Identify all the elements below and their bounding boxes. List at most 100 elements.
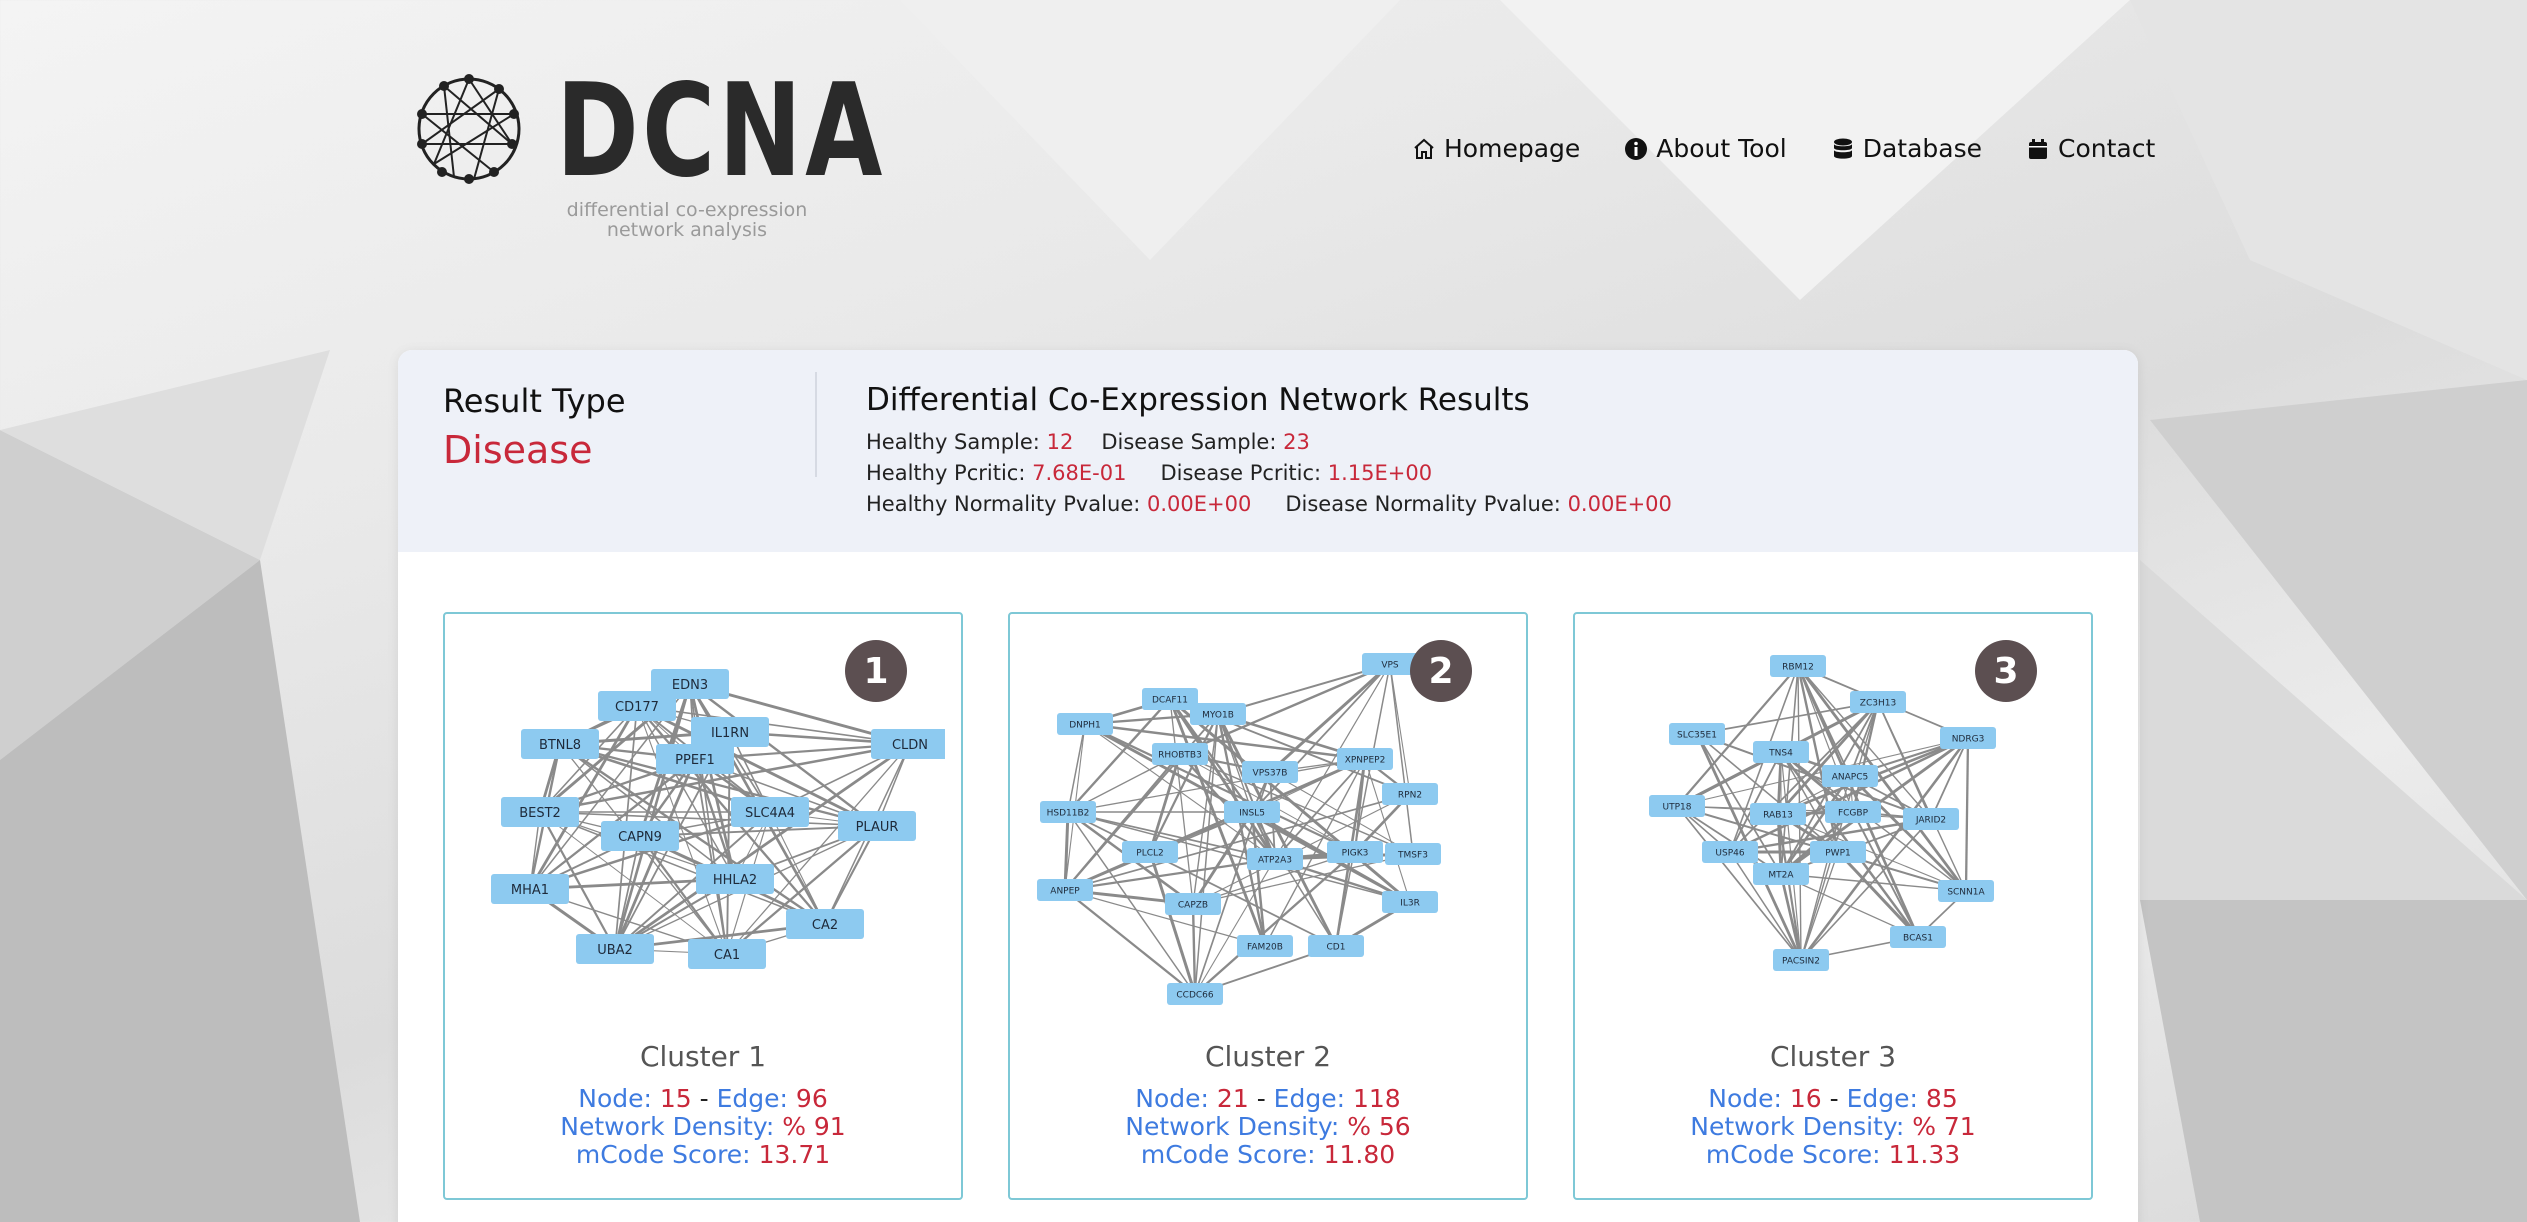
gene-node[interactable]: CA2 [786,909,864,939]
gene-node[interactable]: PIGK3 [1327,841,1383,863]
gene-node-box [656,744,734,774]
gene-node[interactable]: TNS4 [1753,741,1809,763]
gene-node-label: CAPN9 [618,830,662,845]
gene-node-label: PIGK3 [1342,849,1369,859]
healthy-pcritic-value: 7.68E-01 [1032,461,1127,485]
gene-node-label: JARID2 [1915,816,1946,826]
gene-node[interactable]: ZC3H13 [1850,691,1906,713]
gene-node-label: EDN3 [672,678,708,693]
network-edge [1191,811,1254,905]
gene-node[interactable]: UTP18 [1649,795,1705,817]
gene-node[interactable]: RPN2 [1382,783,1438,805]
gene-node[interactable]: MHA1 [491,874,569,904]
nav-about-tool[interactable]: About Tool [1624,134,1787,163]
network-edge [1067,811,1411,903]
gene-node-label: RAB13 [1763,811,1793,821]
gene-node[interactable]: PWP1 [1810,841,1866,863]
result-type-label: Result Type [443,382,626,420]
gene-node-box [598,691,676,721]
gene-node[interactable]: IL3R [1382,891,1438,913]
gene-node[interactable]: JARID2 [1903,808,1959,830]
gene-node[interactable]: SCNN1A [1938,880,1994,902]
gene-node-box [1122,841,1178,863]
gene-node[interactable]: PLAUR [838,811,916,841]
gene-node[interactable]: UBA2 [576,934,654,964]
gene-node-box [601,821,679,851]
gene-node[interactable]: RHOBTB3 [1152,743,1208,765]
gene-node[interactable]: CCDC66 [1167,983,1223,1005]
gene-node[interactable]: PPEF1 [656,744,734,774]
gene-node[interactable]: SLC4A4 [731,797,809,827]
gene-node[interactable]: IL1RN [691,717,769,747]
gene-node-box [1702,841,1758,863]
gene-node[interactable]: CD1 [1308,935,1364,957]
network-edge [539,811,826,925]
gene-node-box [1810,841,1866,863]
gene-node[interactable]: CD177 [598,691,676,721]
gene-node[interactable]: HHLA2 [696,864,774,894]
network-edge [1064,753,1181,891]
network-edge [1800,851,1839,961]
gene-node[interactable]: VPS37B [1242,761,1298,783]
gene-node[interactable]: PLCL2 [1122,841,1178,863]
gene-node-label: FCGBP [1838,809,1869,819]
density-stat: Network Density: % 91 [560,1112,846,1141]
gene-node-label: BTNL8 [539,738,581,753]
cluster-card-3[interactable]: RBM12 ZC3H13 SLC35E1 NDRG3 TNS4 ANAPC5 UTP18 FC… [1573,612,2093,1200]
gene-node-box [1165,893,1221,915]
gene-node[interactable]: MYO1B [1190,703,1246,725]
nav-contact[interactable]: Contact [2026,134,2155,163]
gene-node-box [1327,841,1383,863]
gene-node[interactable]: VPS [1362,653,1418,675]
cluster-network-graph[interactable]: VPS DCAF11 MYO1B DNPH1 RHOBTB3 XPNPEP2 VPS37B R… [1030,644,1510,1014]
gene-node[interactable]: XPNPEP2 [1337,748,1393,770]
gene-node-box [1753,741,1809,763]
network-edge [1779,873,1803,961]
gene-node[interactable]: ANPEP [1037,879,1093,901]
network-edge [1729,851,1802,961]
gene-node[interactable]: CLDN [871,729,945,759]
gene-node-box [1903,808,1959,830]
gene-node[interactable]: FAM20B [1237,935,1293,957]
gene-node[interactable]: ANAPC5 [1822,765,1878,787]
network-edge [824,825,878,925]
gene-node[interactable]: INSL5 [1224,801,1280,823]
nav-homepage[interactable]: Homepage [1412,134,1580,163]
gene-node-box [1190,703,1246,725]
gene-node-box [1247,848,1303,870]
gene-node[interactable]: CAPZB [1165,893,1221,915]
gene-node[interactable]: BTNL8 [521,729,599,759]
logo[interactable]: DCNA differential co-expression network … [414,68,882,250]
network-edge [1676,665,1799,807]
gene-node[interactable]: DNPH1 [1057,713,1113,735]
gene-node-box [1770,655,1826,677]
gene-node[interactable]: HSD11B2 [1040,801,1096,823]
network-edge [639,825,878,837]
gene-node[interactable]: RAB13 [1750,803,1806,825]
gene-node[interactable]: USP46 [1702,841,1758,863]
cluster-network-graph[interactable]: RBM12 ZC3H13 SLC35E1 NDRG3 TNS4 ANAPC5 UTP18 FC… [1595,644,2075,1014]
network-edge [613,758,697,950]
gene-node[interactable]: FCGBP [1825,801,1881,823]
network-edge [1084,722,1366,761]
gene-node[interactable]: DCAF11 [1142,688,1198,710]
gene-node[interactable]: PACSIN2 [1773,949,1829,971]
gene-node[interactable]: BCAS1 [1890,926,1946,948]
network-edge [559,742,878,828]
gene-node[interactable]: BEST2 [501,797,579,827]
gene-node[interactable]: RBM12 [1770,655,1826,677]
cluster-card-2[interactable]: VPS DCAF11 MYO1B DNPH1 RHOBTB3 XPNPEP2 VPS37B R… [1008,612,1528,1200]
gene-node[interactable]: ATP2A3 [1247,848,1303,870]
gene-node[interactable]: NDRG3 [1940,727,1996,749]
gene-node[interactable]: CA1 [688,939,766,969]
gene-node[interactable]: SLC35E1 [1669,723,1725,745]
gene-node-label: MHA1 [511,883,549,898]
gene-node[interactable]: MT2A [1753,863,1809,885]
cluster-network-graph[interactable]: EDN3 CD177 IL1RN BTNL8 CLDN PPEF1 BEST2 SLC4A4 P… [465,644,945,1014]
gene-node[interactable]: CAPN9 [601,821,679,851]
network-edge [1780,873,1967,892]
cluster-card-1[interactable]: EDN3 CD177 IL1RN BTNL8 CLDN PPEF1 BEST2 SLC4A4 P… [443,612,963,1200]
gene-node[interactable]: TMSF3 [1385,843,1441,865]
gene-node-label: CD1 [1327,943,1346,953]
nav-database[interactable]: Database [1831,134,1982,163]
